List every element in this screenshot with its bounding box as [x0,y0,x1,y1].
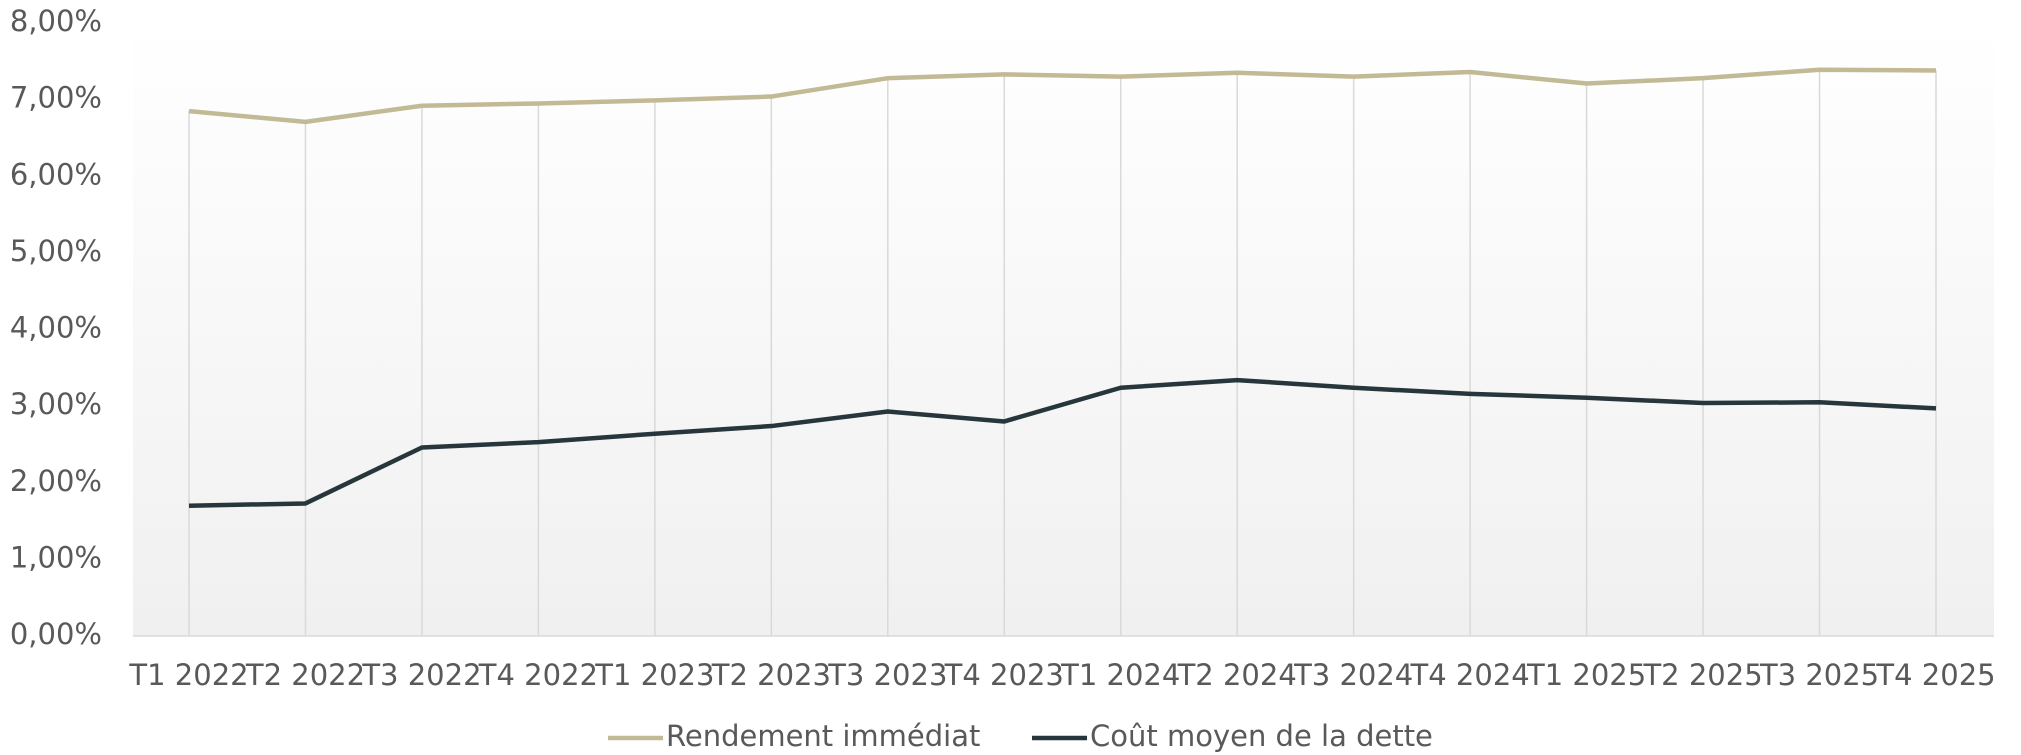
y-tick-label: 2,00% [10,464,102,498]
legend-label: Rendement immédiat [666,719,980,753]
x-tick-label: T2 2025 [1642,658,1762,692]
y-tick-label: 5,00% [10,234,102,268]
x-tick-label: T4 2023 [944,658,1064,692]
x-tick-label: T4 2025 [1875,658,1995,692]
x-tick-label: T1 2022 [128,658,248,692]
series-line [188,67,1937,125]
y-tick-label: 7,00% [10,81,102,115]
x-tick-label: T1 2024 [1060,658,1180,692]
series-line [188,377,1937,508]
y-tick-label: 6,00% [10,157,102,191]
x-tick-label: T3 2022 [361,658,481,692]
x-tick-label: T3 2024 [1293,658,1413,692]
y-tick-label: 4,00% [10,311,102,345]
y-tick-label: 0,00% [10,617,102,651]
x-tick-label: T2 2023 [711,658,831,692]
legend-label: Coût moyen de la dette [1090,719,1433,753]
plot-background [133,23,1994,636]
x-tick-label: T2 2022 [245,658,365,692]
y-tick-label: 1,00% [10,540,102,574]
x-tick-label: T3 2023 [827,658,947,692]
x-tick-label: T1 2023 [594,658,714,692]
y-tick-label: 3,00% [10,387,102,421]
x-tick-label: T4 2022 [478,658,598,692]
x-tick-label: T4 2024 [1410,658,1530,692]
x-tick-label: T3 2025 [1759,658,1879,692]
x-tick-label: T2 2024 [1177,658,1297,692]
y-tick-label: 8,00% [10,4,102,38]
x-tick-label: T1 2025 [1526,658,1646,692]
